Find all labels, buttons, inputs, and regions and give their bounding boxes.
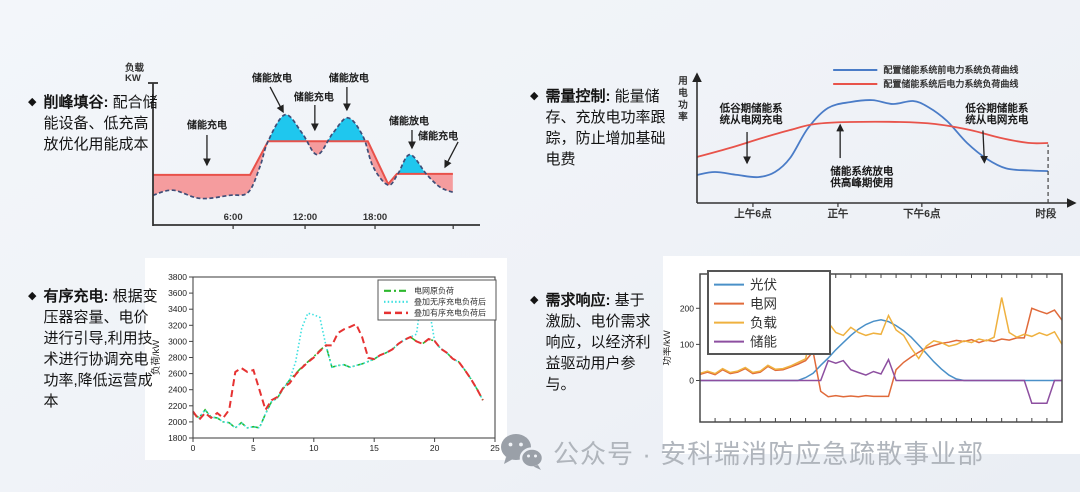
y-tick-label: 2400 <box>168 385 187 395</box>
bullet-text: 削峰填谷: 配合储能设备、低充高放优化用能成本 <box>43 92 160 155</box>
series-original-load <box>152 113 454 200</box>
x-tick-label: 正午 <box>827 207 849 220</box>
x-tick-label: 下午6点 <box>903 207 941 220</box>
bullet-demand-control: ◆ 需量控制: 能量储存、充放电功率跟踪，防止增加基础电费 <box>530 86 672 170</box>
y-axis-label: 用电功率 <box>678 76 688 123</box>
annotation-label: 低谷期储能系统从电网充电 <box>719 101 783 126</box>
series-grid-original-load <box>192 336 484 429</box>
x-tick-label: 时段 <box>1035 207 1057 220</box>
y-tick-label: 0 <box>689 375 694 385</box>
y-tick-label: 200 <box>680 303 694 313</box>
y-tick-label: 3200 <box>168 320 187 330</box>
legend-label: 光伏 <box>750 278 778 293</box>
series-after-storage <box>696 120 1049 158</box>
legend-label: 配置储能系统前电力系统负荷曲线 <box>883 64 1018 75</box>
y-tick-label: 2200 <box>168 401 187 411</box>
y-tick-label: 3800 <box>168 272 187 282</box>
series-shifted-load <box>153 140 453 186</box>
watermark-text: 公众号 · 安科瑞消防应急疏散事业部 <box>553 438 985 469</box>
legend-label: 叠加无序充电负荷后 <box>414 297 486 307</box>
x-tick-label: 5 <box>251 443 256 453</box>
y-tick-label: 3000 <box>168 336 187 346</box>
legend-label: 叠加有序充电负荷后 <box>414 308 486 318</box>
legend-label: 配置储能系统后电力系统负荷曲线 <box>883 78 1018 89</box>
diamond-icon: ◆ <box>530 294 539 306</box>
annotation-arrow <box>269 86 284 114</box>
y-axis-label: KW <box>125 73 141 84</box>
charge-fill <box>153 141 453 199</box>
annotation-label: 储能放电 <box>251 72 292 85</box>
y-tick-label: 3400 <box>168 304 187 314</box>
bullet-title: 需量控制: <box>545 88 611 105</box>
x-tick-label: 10 <box>309 443 319 453</box>
bullet-body: 根据变压器容量、电价进行引导,利用技术进行协调充电功率,降低运营成本 <box>43 288 158 410</box>
legend-label: 负载 <box>750 316 777 331</box>
y-axis-label: 功率/kW <box>663 330 673 365</box>
bullet-body: 基于激励、电价需求响应，以经济利益驱动用户参与。 <box>545 292 651 393</box>
bullet-title: 削峰填谷: <box>43 94 109 111</box>
y-tick-label: 2800 <box>168 353 187 363</box>
bullet-body: 能量储存、充放电功率跟踪，防止增加基础电费 <box>545 88 666 168</box>
diamond-icon: ◆ <box>530 90 539 102</box>
x-tick-label: 15 <box>369 443 379 453</box>
watermark: 公众号 · 安科瑞消防应急疏散事业部 <box>500 433 984 471</box>
peak-shaving-chart: 6:00 12:00 18:00负载KW储能充电储能放电储能充电储能放电储能放电储能… <box>125 62 480 229</box>
y-tick-label: 3600 <box>168 288 187 298</box>
x-tick-label: 上午6点 <box>734 207 772 220</box>
annotation-label: 储能充电 <box>417 129 458 142</box>
x-tick-label: 20 <box>430 443 440 453</box>
bullet-peak-shaving: ◆ 削峰填谷: 配合储能设备、低充高放优化用能成本 <box>28 92 160 155</box>
diamond-icon: ◆ <box>28 96 37 108</box>
series-coordinated-charging <box>192 322 484 422</box>
x-tick-label: 6:00 <box>224 212 243 223</box>
y-tick-label: 1800 <box>168 433 187 443</box>
x-tick-label: 12:00 <box>293 212 317 223</box>
series-storage <box>700 357 1062 404</box>
annotation-arrow <box>980 130 989 164</box>
x-tick-label: 18:00 <box>363 212 387 223</box>
x-tick-label: 25 <box>490 443 500 453</box>
annotation-arrow <box>444 141 459 169</box>
wechat-icon <box>501 434 544 470</box>
bullet-text: 有序充电: 根据变压器容量、电价进行引导,利用技术进行协调充电功率,降低运营成本 <box>43 286 158 412</box>
orderly-charging-chart: 1800 2000 2200 2400 2600 2800 3000 3200 3400 3600… <box>145 258 507 460</box>
y-axis-label: 负载 <box>125 62 145 74</box>
annotation-label: 储能充电 <box>293 91 334 104</box>
demand-control-chart: 上午6点 正午 下午6点 时段 用电功率 配置储能系统前电力系统负荷曲线配置储能系统后电力… <box>678 64 1077 220</box>
series-load <box>699 297 1063 375</box>
legend-label: 电网原负荷 <box>414 286 454 296</box>
bullet-text: 需求响应: 基于激励、电价需求响应，以经济利益驱动用户参与。 <box>545 290 658 395</box>
bullet-body: 配合储能设备、低充高放优化用能成本 <box>43 94 158 153</box>
bullet-demand-response: ◆ 需求响应: 基于激励、电价需求响应，以经济利益驱动用户参与。 <box>530 290 658 395</box>
diamond-icon: ◆ <box>28 290 37 302</box>
annotation-label: 储能放电 <box>328 72 369 85</box>
annotation-label: 储能充电 <box>186 119 227 132</box>
annotation-label: 储能系统放电供高峰期使用 <box>829 165 893 190</box>
bullet-orderly-charging: ◆ 有序充电: 根据变压器容量、电价进行引导,利用技术进行协调充电功率,降低运营… <box>28 286 158 412</box>
bullet-title: 需求响应: <box>545 292 611 309</box>
legend-label: 电网 <box>750 297 777 312</box>
x-tick-label: 0 <box>191 443 196 453</box>
y-tick-label: 100 <box>680 339 694 349</box>
y-tick-label: 2600 <box>168 369 187 379</box>
annotation-label: 储能放电 <box>388 115 429 128</box>
legend-label: 储能 <box>750 335 777 350</box>
bullet-title: 有序充电: <box>43 288 109 305</box>
bullet-text: 需量控制: 能量储存、充放电功率跟踪，防止增加基础电费 <box>545 86 672 170</box>
y-tick-label: 2000 <box>168 417 187 427</box>
y-axis-label: 负荷/kW <box>150 340 162 375</box>
series-grid <box>699 307 1063 398</box>
annotation-label: 低谷期储能系统从电网充电 <box>964 101 1028 126</box>
